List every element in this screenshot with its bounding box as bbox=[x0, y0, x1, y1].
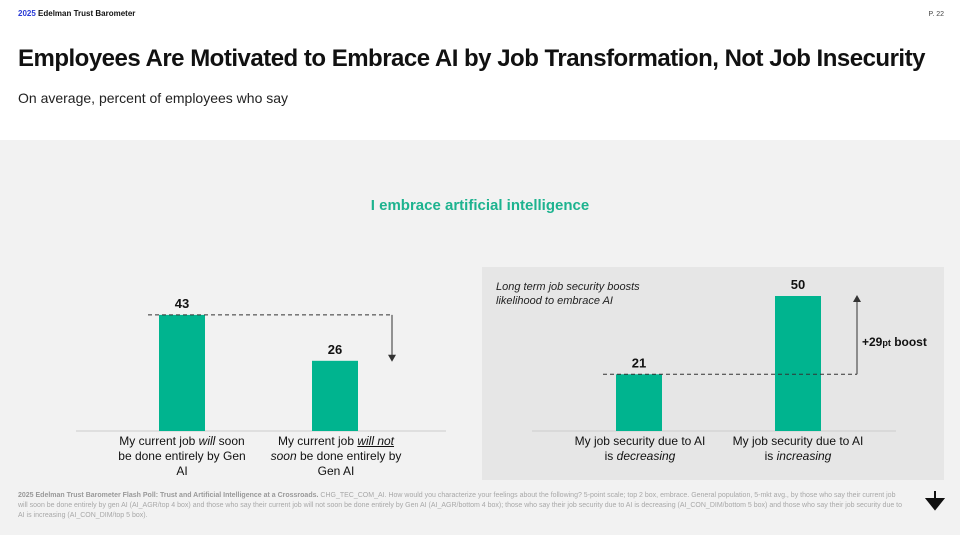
data-label-4: 50 bbox=[791, 277, 805, 292]
footnote: 2025 Edelman Trust Barometer Flash Poll:… bbox=[18, 492, 903, 519]
bar-2 bbox=[312, 360, 358, 431]
data-label-3: 21 bbox=[632, 355, 646, 370]
annotation-note: Long term job security boosts likelihood… bbox=[496, 281, 640, 307]
chart-title: I embrace artificial intelligence bbox=[370, 197, 590, 214]
down-arrowhead-icon bbox=[388, 354, 396, 362]
data-label-1: 43 bbox=[175, 296, 189, 311]
category-label-1: My current job will soon be done entirel… bbox=[118, 434, 246, 478]
page-title: Employees Are Motivated to Embrace AI by… bbox=[18, 45, 925, 72]
up-arrowhead-icon bbox=[853, 295, 861, 302]
brand-name: Edelman Trust Barometer bbox=[38, 9, 136, 18]
bar-1 bbox=[159, 314, 205, 431]
annotation-box bbox=[482, 267, 944, 480]
page-number: P. 22 bbox=[928, 11, 944, 18]
brand-year: 2025 bbox=[18, 9, 36, 18]
arrow-logo-icon bbox=[925, 491, 945, 511]
brand-logo: 2025 Edelman Trust Barometer bbox=[18, 9, 135, 18]
boost-annotation: +29pt boost bbox=[862, 335, 927, 349]
category-label-4: My job security due to AI is increasing bbox=[732, 434, 864, 463]
category-label-2: My current job will not soon be done ent… bbox=[270, 434, 402, 478]
data-label-2: 26 bbox=[328, 342, 342, 357]
page-subtitle: On average, percent of employees who say bbox=[18, 90, 289, 106]
category-label-3: My job security due to AI is decreasing bbox=[574, 434, 706, 463]
bar-4 bbox=[775, 296, 821, 431]
bar-3 bbox=[616, 374, 662, 431]
